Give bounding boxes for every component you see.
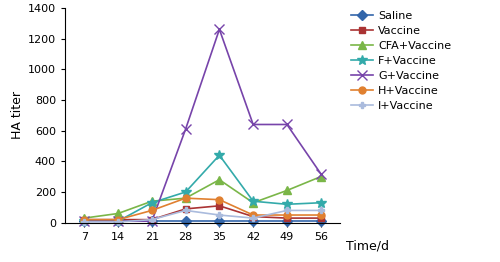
I+Vaccine bbox=[216, 214, 222, 217]
Y-axis label: HA titer: HA titer bbox=[10, 91, 24, 139]
Saline bbox=[149, 220, 155, 223]
G+Vaccine bbox=[284, 123, 290, 126]
G+Vaccine bbox=[250, 123, 256, 126]
CFA+Vaccine bbox=[250, 201, 256, 204]
CFA+Vaccine bbox=[82, 216, 87, 220]
I+Vaccine bbox=[115, 220, 121, 223]
G+Vaccine bbox=[149, 220, 155, 223]
Text: Time/d: Time/d bbox=[346, 240, 389, 253]
Line: G+Vaccine: G+Vaccine bbox=[80, 24, 326, 226]
CFA+Vaccine bbox=[182, 196, 188, 200]
I+Vaccine bbox=[149, 218, 155, 221]
Line: Saline: Saline bbox=[81, 218, 324, 225]
H+Vaccine bbox=[115, 218, 121, 221]
Saline bbox=[284, 220, 290, 223]
Line: F+Vaccine: F+Vaccine bbox=[80, 150, 326, 226]
Line: H+Vaccine: H+Vaccine bbox=[81, 195, 324, 223]
H+Vaccine bbox=[250, 214, 256, 217]
F+Vaccine bbox=[318, 201, 324, 204]
I+Vaccine bbox=[182, 209, 188, 212]
Line: Vaccine: Vaccine bbox=[81, 202, 324, 223]
I+Vaccine bbox=[284, 209, 290, 212]
Saline bbox=[318, 220, 324, 223]
CFA+Vaccine bbox=[318, 175, 324, 178]
CFA+Vaccine bbox=[284, 189, 290, 192]
Line: I+Vaccine: I+Vaccine bbox=[81, 207, 324, 225]
Vaccine bbox=[216, 204, 222, 208]
Saline bbox=[115, 220, 121, 223]
F+Vaccine bbox=[284, 203, 290, 206]
Vaccine bbox=[182, 207, 188, 210]
CFA+Vaccine bbox=[216, 178, 222, 181]
Saline bbox=[182, 220, 188, 223]
Vaccine bbox=[115, 218, 121, 221]
I+Vaccine bbox=[82, 220, 87, 223]
F+Vaccine bbox=[216, 154, 222, 157]
F+Vaccine bbox=[82, 220, 87, 223]
Saline bbox=[82, 220, 87, 223]
H+Vaccine bbox=[216, 198, 222, 201]
F+Vaccine bbox=[115, 220, 121, 223]
Saline bbox=[250, 220, 256, 223]
Vaccine bbox=[250, 215, 256, 218]
Legend: Saline, Vaccine, CFA+Vaccine, F+Vaccine, G+Vaccine, H+Vaccine, I+Vaccine: Saline, Vaccine, CFA+Vaccine, F+Vaccine,… bbox=[348, 9, 454, 113]
I+Vaccine bbox=[250, 216, 256, 220]
H+Vaccine bbox=[149, 209, 155, 212]
G+Vaccine bbox=[182, 128, 188, 131]
I+Vaccine bbox=[318, 209, 324, 212]
Vaccine bbox=[318, 216, 324, 220]
G+Vaccine bbox=[318, 172, 324, 175]
G+Vaccine bbox=[115, 220, 121, 223]
H+Vaccine bbox=[318, 214, 324, 217]
Line: CFA+Vaccine: CFA+Vaccine bbox=[80, 172, 325, 222]
H+Vaccine bbox=[284, 214, 290, 217]
F+Vaccine bbox=[250, 200, 256, 203]
Vaccine bbox=[149, 218, 155, 221]
Saline bbox=[216, 220, 222, 223]
G+Vaccine bbox=[216, 28, 222, 31]
Vaccine bbox=[284, 216, 290, 220]
F+Vaccine bbox=[149, 201, 155, 204]
CFA+Vaccine bbox=[115, 212, 121, 215]
Vaccine bbox=[82, 218, 87, 221]
CFA+Vaccine bbox=[149, 200, 155, 203]
H+Vaccine bbox=[182, 196, 188, 200]
F+Vaccine bbox=[182, 190, 188, 194]
G+Vaccine bbox=[82, 220, 87, 223]
H+Vaccine bbox=[82, 218, 87, 221]
